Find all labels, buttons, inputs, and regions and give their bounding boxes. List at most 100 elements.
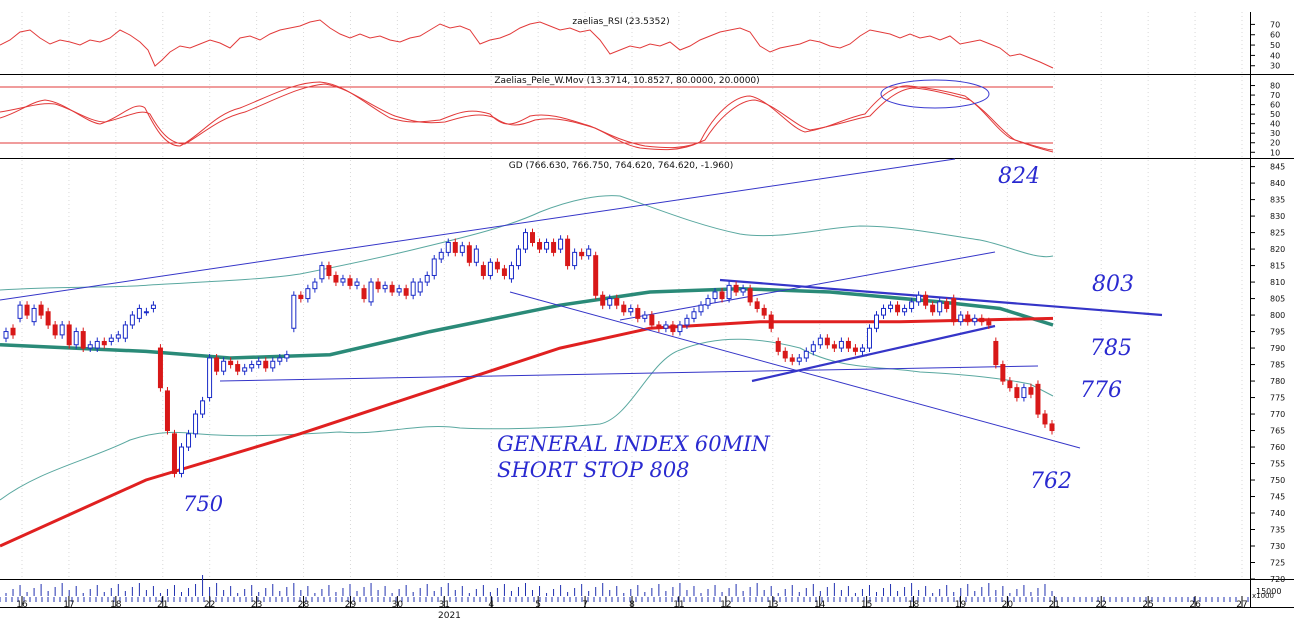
price-tick-label: 800 xyxy=(1270,311,1285,320)
x-tick-label: 23 xyxy=(251,600,262,610)
price-tick-label: 810 xyxy=(1270,278,1285,287)
candle-body xyxy=(115,334,121,339)
candle-body xyxy=(122,324,128,339)
candle-body xyxy=(572,251,578,267)
trendline-support xyxy=(751,324,996,383)
upper-band xyxy=(0,195,1054,291)
candle-body xyxy=(909,301,915,309)
candle-body xyxy=(1007,380,1013,389)
candle-body xyxy=(810,344,816,352)
candle-body xyxy=(817,337,823,346)
candle-body xyxy=(487,261,493,276)
price-tick-label: 775 xyxy=(1270,394,1285,403)
candle-body xyxy=(972,317,978,323)
candle-body xyxy=(501,268,507,276)
annotation-803: 803 xyxy=(1092,272,1134,297)
x-tick-label: 26 xyxy=(1189,600,1201,610)
price-tick-label: 770 xyxy=(1270,410,1285,419)
x-tick-label: 17 xyxy=(63,600,74,610)
candle-body xyxy=(445,241,451,253)
candle-body xyxy=(221,360,227,372)
price-tick-label: 795 xyxy=(1270,328,1285,337)
candle-body xyxy=(866,327,872,349)
annotation-note-line2: SHORT STOP 808 xyxy=(497,458,690,482)
candles xyxy=(3,228,1055,478)
candle-body xyxy=(852,347,858,352)
candle-body xyxy=(410,281,416,296)
candle-body xyxy=(417,281,423,293)
price-tick-label: 730 xyxy=(1270,542,1285,551)
candle-body xyxy=(480,265,486,276)
price-tick-label: 755 xyxy=(1270,460,1285,469)
x-tick-label: 21 xyxy=(157,600,168,610)
candle-body xyxy=(747,288,753,303)
candle-body xyxy=(1042,413,1048,425)
osc-tick-label: 10 xyxy=(1270,148,1280,157)
candle-body xyxy=(635,307,641,319)
price-tick-label: 790 xyxy=(1270,344,1285,353)
osc-line-fast xyxy=(0,81,1054,153)
candle-body xyxy=(698,304,704,313)
candle-body xyxy=(143,311,149,314)
osc-tick-label: 70 xyxy=(1270,91,1280,100)
candle-body xyxy=(1035,383,1041,415)
candle-body xyxy=(508,265,514,280)
candle-body xyxy=(52,324,58,336)
price-tick-label: 780 xyxy=(1270,377,1285,386)
x-tick-label: 18 xyxy=(110,600,122,610)
candle-body xyxy=(600,294,606,306)
candle-body xyxy=(986,321,992,326)
rsi-tick-label: 40 xyxy=(1270,51,1280,60)
candle-body xyxy=(326,265,332,276)
candle-body xyxy=(656,324,662,329)
x-tick-label: 29 xyxy=(345,600,357,610)
rsi-line xyxy=(0,19,1054,69)
candle-body xyxy=(45,311,51,326)
volume-label: 15000 xyxy=(1256,587,1281,596)
candle-body xyxy=(396,288,402,293)
candle-body xyxy=(361,288,367,300)
candle-body xyxy=(80,331,86,349)
x-tick-label: 27 xyxy=(1236,600,1247,610)
candle-body xyxy=(705,298,711,306)
x-tick-label: 5 xyxy=(535,600,541,610)
x-tick-label: 28 xyxy=(298,600,310,610)
candle-body xyxy=(558,238,564,250)
candle-body xyxy=(845,340,851,349)
candle-body xyxy=(59,324,65,336)
x-tick-label: 4 xyxy=(488,600,494,610)
candle-body xyxy=(340,278,346,283)
candle-body xyxy=(87,344,93,349)
x-tick-label: 11 xyxy=(673,600,684,610)
candle-body xyxy=(235,364,241,372)
candle-body xyxy=(333,274,339,283)
candle-body xyxy=(473,248,479,263)
candle-body xyxy=(389,284,395,293)
osc-tick-label: 50 xyxy=(1270,110,1280,119)
gridlines xyxy=(21,12,1243,579)
candle-body xyxy=(902,307,908,313)
rsi-tick-label: 70 xyxy=(1270,20,1280,29)
candle-body xyxy=(565,238,571,267)
candle-body xyxy=(888,304,894,309)
candle-body xyxy=(937,301,943,313)
candle-body xyxy=(1014,387,1020,399)
x-tick-label: 16 xyxy=(16,600,28,610)
candle-body xyxy=(691,311,697,319)
candle-body xyxy=(677,324,683,333)
candle-body xyxy=(719,291,725,300)
rsi-tick-label: 30 xyxy=(1270,62,1280,71)
candle-body xyxy=(256,360,262,366)
rsi-tick-label: 50 xyxy=(1270,41,1280,50)
price-tick-label: 820 xyxy=(1270,245,1285,254)
candle-body xyxy=(614,298,620,306)
price-tick-label: 815 xyxy=(1270,262,1285,271)
candle-body xyxy=(895,304,901,313)
price-tick-label: 740 xyxy=(1270,509,1285,518)
candle-body xyxy=(712,291,718,300)
candle-body xyxy=(586,248,592,257)
candle-body xyxy=(544,241,550,250)
candle-body xyxy=(831,344,837,349)
